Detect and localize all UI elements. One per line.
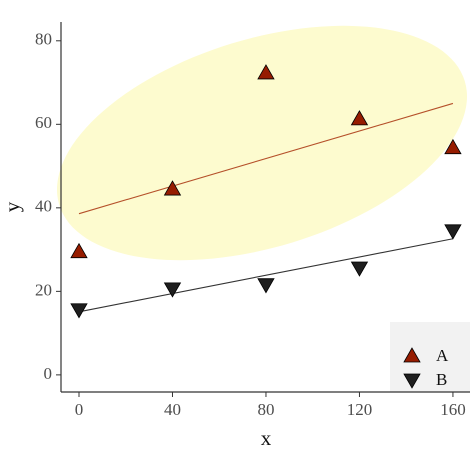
- fit-line: [78, 102, 454, 215]
- x-tick-label: 0: [75, 400, 84, 419]
- y-axis-title: y: [0, 201, 24, 212]
- legend-symbol: [403, 373, 421, 389]
- legend-symbol: [403, 347, 421, 363]
- point: [163, 180, 182, 196]
- point: [163, 282, 182, 298]
- y-tick-label: 40: [35, 197, 52, 216]
- legend-label: B: [436, 370, 447, 389]
- point: [444, 224, 462, 240]
- point: [70, 242, 88, 259]
- legend-label: A: [436, 346, 449, 365]
- point: [70, 303, 88, 319]
- x-tick-label: 80: [257, 400, 274, 419]
- point: [257, 278, 275, 294]
- x-tick-label: 120: [347, 400, 373, 419]
- point: [350, 261, 369, 277]
- y-tick-label: 80: [35, 30, 52, 49]
- y-tick-label: 60: [35, 113, 52, 132]
- point: [444, 138, 462, 155]
- y-tick-label: 0: [44, 364, 53, 383]
- confidence-ellipse: [56, 25, 468, 261]
- point: [350, 110, 369, 126]
- x-axis-title: x: [261, 426, 272, 450]
- legend-box: [390, 322, 470, 392]
- fit-line: [78, 238, 454, 313]
- point: [257, 64, 275, 80]
- x-tick-label: 40: [164, 400, 181, 419]
- x-tick-label: 160: [440, 400, 466, 419]
- y-tick-label: 20: [35, 280, 52, 299]
